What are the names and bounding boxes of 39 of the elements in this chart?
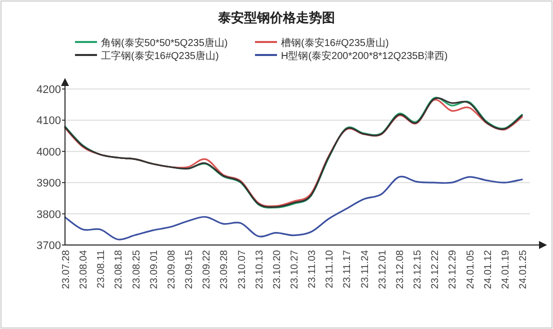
x-tick-label: 23.08.18 [114,250,125,289]
x-tick-label: 23.09.28 [219,250,230,289]
x-tick-label: 23.10.20 [272,250,283,289]
x-tick-label: 23.10.07 [236,250,248,289]
x-tick-label: 23.08.11 [96,250,108,288]
y-tick-label: 3700 [36,240,61,252]
x-tick-label: 23.12.08 [394,250,406,289]
x-tick-label: 23.09.22 [202,250,213,289]
x-tick-label: 23.11.03 [307,250,318,288]
x-tick-label: 23.08.04 [78,250,90,289]
x-tick-label: 24.01.19 [500,250,512,289]
x-tick-label: 23.12.22 [430,250,442,289]
x-tick-label: 24.01.25 [518,250,529,289]
line-series [64,176,523,240]
y-tick-label: 4000 [36,146,61,158]
y-tick-label: 3900 [36,178,61,190]
y-tick-label: 3800 [36,208,61,221]
legend-label: 槽钢(泰安16#Q235唐山) [281,37,389,49]
x-tick-label: 23.10.13 [254,250,266,289]
x-tick-label: 23.07.28 [61,250,72,289]
legend-label: H型钢(泰安200*200*8*12Q235B津西) [281,50,448,62]
y-tick-label: 4200 [36,84,61,96]
x-tick-label: 23.12.15 [412,250,424,289]
x-tick-label: 24.01.05 [465,250,476,289]
x-tick-label: 23.12.01 [377,250,388,289]
chart-title: 泰安型钢价格走势图 [217,10,335,25]
x-tick-label: 23.11.10 [324,250,336,288]
x-tick-label: 23.11.17 [342,250,354,288]
x-tick-label: 23.10.27 [290,250,300,289]
x-tick-label: 23.09.01 [148,250,160,289]
y-tick-label: 4100 [36,115,61,128]
x-tick-label: 23.09.15 [184,250,196,289]
x-tick-label: 23.09.08 [166,250,178,289]
legend-label: 角钢(泰安50*50*5Q235唐山) [101,37,228,49]
x-tick-label: 23.12.29 [448,250,459,289]
x-tick-label: 24.01.12 [482,250,494,289]
x-tick-label: 23.11.24 [360,250,371,288]
x-tick-label: 23.08.25 [131,250,142,289]
legend-label: 工字钢(泰安16#Q235唐山) [101,50,219,62]
